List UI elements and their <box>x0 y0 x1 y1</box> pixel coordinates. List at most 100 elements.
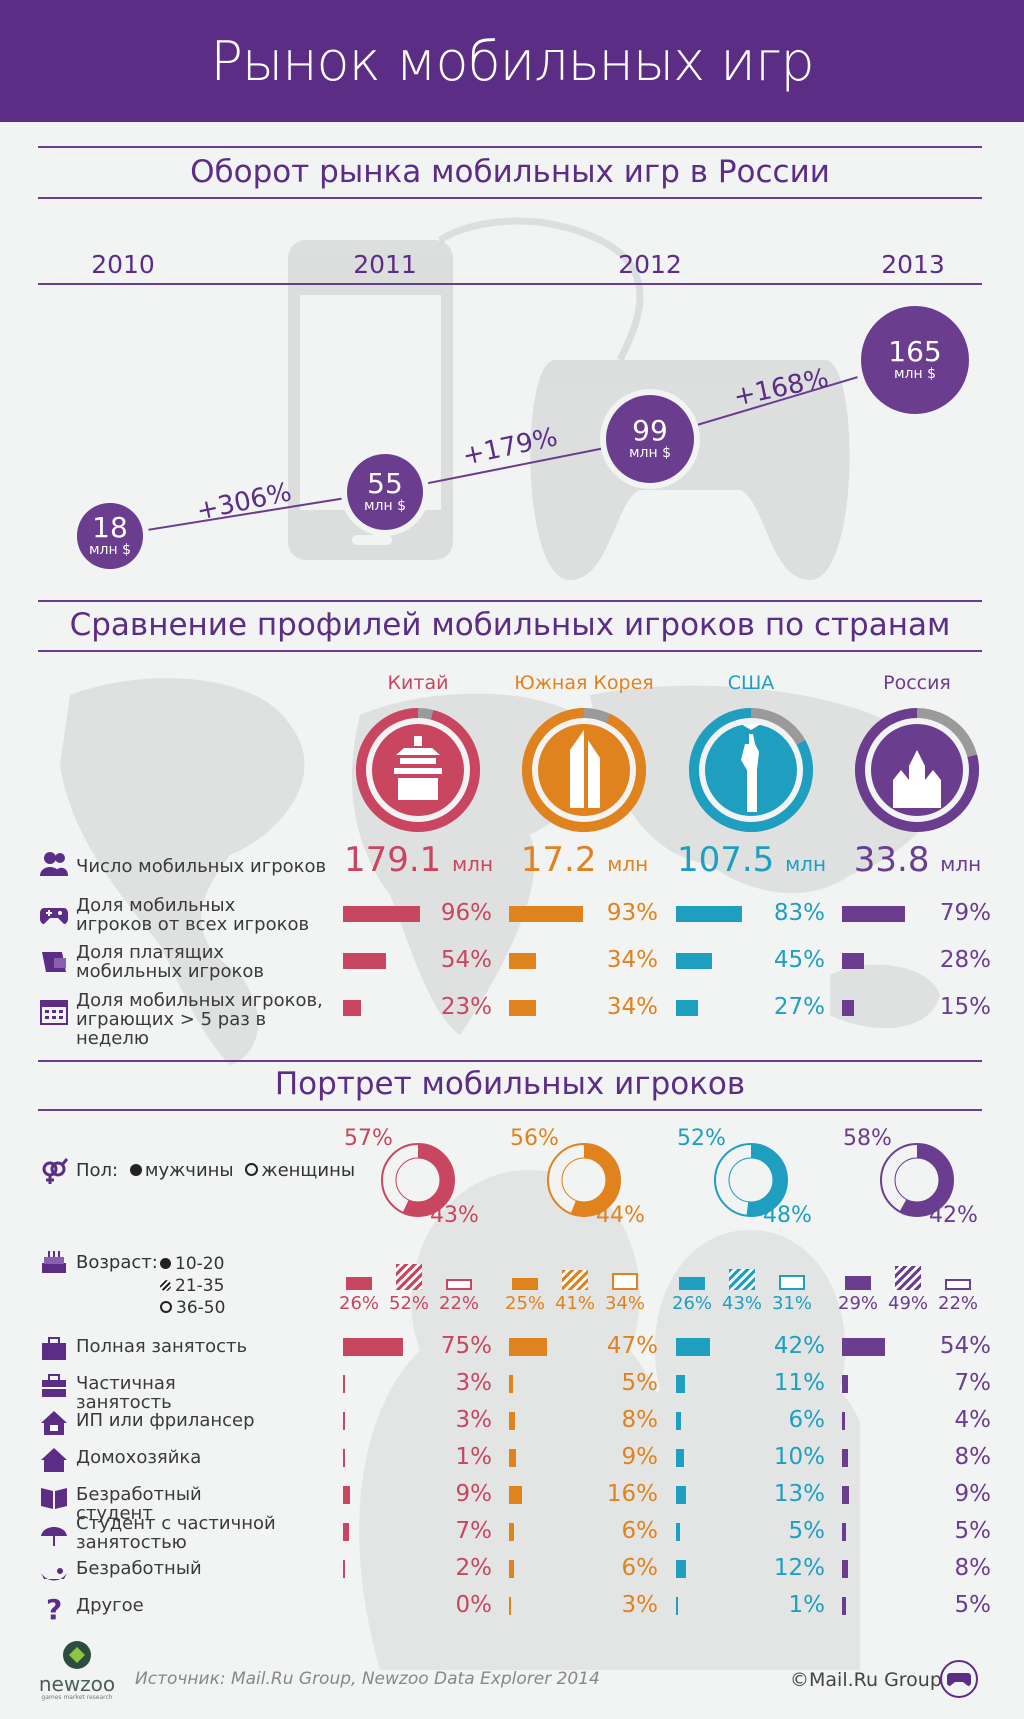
occupation-percent: 4% <box>954 1407 992 1433</box>
occupation-percent: 6% <box>621 1555 659 1581</box>
percent-label: 34% <box>606 994 658 1020</box>
age-percent: 26% <box>339 1293 380 1314</box>
occupation-percent: 5% <box>788 1518 826 1544</box>
occupation-percent: 12% <box>773 1555 825 1581</box>
age-percent: 22% <box>439 1293 480 1314</box>
age-bar-10-20 <box>346 1277 372 1290</box>
occupation-percent: 6% <box>621 1518 659 1544</box>
occupation-bar <box>676 1338 710 1356</box>
occupation-percent: 9% <box>621 1444 659 1470</box>
svg-text:?: ? <box>46 1594 62 1622</box>
gamepad-icon <box>39 900 69 928</box>
page-header: Рынок мобильных игр <box>0 0 1024 122</box>
newzoo-tagline: games market research <box>41 1694 113 1701</box>
occupation-bar <box>842 1597 846 1615</box>
briefcase-icon <box>40 1372 68 1400</box>
male-label: мужчины <box>144 1160 234 1181</box>
age-percent: 43% <box>722 1293 763 1314</box>
year-label: 2010 <box>91 250 155 279</box>
percent-label: 28% <box>939 947 991 973</box>
occupation-percent: 8% <box>621 1407 659 1433</box>
age-bar-36-50 <box>945 1279 971 1290</box>
percent-label: 79% <box>939 900 991 926</box>
gamepad-icon <box>438 217 850 580</box>
occupation-bar <box>676 1597 678 1615</box>
players-count: 107.5 млн <box>669 840 834 880</box>
players-unit: млн <box>785 852 827 876</box>
percent-bar <box>343 906 420 922</box>
copyright: ©Mail.Ru Group <box>790 1669 942 1691</box>
age-legend-item: 36-50 <box>160 1297 225 1319</box>
divider <box>38 600 982 602</box>
occupation-percent: 54% <box>939 1333 991 1359</box>
occupation-percent: 6% <box>788 1407 826 1433</box>
occupation-bar <box>842 1486 850 1504</box>
age-percent: 25% <box>505 1293 546 1314</box>
revenue-unit: млн $ <box>363 497 407 514</box>
percent-bar <box>676 953 712 969</box>
occupation-label: ИП или фрилансер <box>76 1410 255 1431</box>
occupation-label: Безработный <box>76 1558 202 1579</box>
percent-bar <box>509 1000 537 1016</box>
percent-label: 27% <box>773 994 825 1020</box>
occupation-bar <box>676 1560 686 1578</box>
occupation-label: Домохозяйка <box>76 1447 202 1468</box>
occupation-bar <box>676 1523 680 1541</box>
female-percent: 43% <box>430 1203 479 1228</box>
female-percent: 48% <box>763 1203 812 1228</box>
donut-hole <box>395 1157 441 1203</box>
divider <box>38 1060 982 1062</box>
percent-bar <box>343 953 387 969</box>
kremlin-icon-shape <box>893 750 941 808</box>
newzoo-wordmark: newzoo <box>38 1672 116 1696</box>
age-percent: 49% <box>888 1293 929 1314</box>
percent-bar <box>343 1000 362 1016</box>
occupation-percent: 5% <box>621 1370 659 1396</box>
divider <box>38 197 982 199</box>
percent-bar <box>509 953 537 969</box>
occupation-percent: 1% <box>788 1592 826 1618</box>
age-bar-36-50 <box>612 1273 638 1290</box>
donut-hole <box>561 1157 607 1203</box>
age-percent: 41% <box>555 1293 596 1314</box>
percent-label: 96% <box>440 900 492 926</box>
year-label: 2011 <box>353 250 417 279</box>
age-bar-10-20 <box>512 1277 538 1290</box>
occupation-percent: 3% <box>455 1407 493 1433</box>
occupation-percent: 9% <box>954 1481 992 1507</box>
skyscraper-icon-shape <box>570 730 600 808</box>
occupation-percent: 16% <box>606 1481 658 1507</box>
players-count: 33.8 млн <box>835 840 1000 880</box>
age-legend-item: 10-20 <box>160 1253 225 1275</box>
female-label: женщины <box>261 1160 356 1181</box>
occupation-bar <box>509 1486 522 1504</box>
age-percent: 26% <box>672 1293 713 1314</box>
hammock-icon <box>40 1557 68 1585</box>
players-count: 17.2 млн <box>502 840 667 880</box>
occupation-percent: 0% <box>455 1592 493 1618</box>
occupation-percent: 10% <box>773 1444 825 1470</box>
gender-label: Пол: <box>76 1160 119 1181</box>
occupation-label: Студент с частичной занятостью <box>76 1513 276 1553</box>
percent-bar <box>676 906 743 922</box>
revenue-series-line <box>109 359 916 537</box>
occupation-bar <box>676 1375 685 1393</box>
occupation-percent: 7% <box>455 1518 493 1544</box>
revenue-value: 165 <box>888 335 942 368</box>
age-percent: 34% <box>605 1293 646 1314</box>
age-percent: 22% <box>938 1293 979 1314</box>
occupation-bar <box>676 1412 681 1430</box>
occupation-bar <box>343 1338 403 1356</box>
source-note: Источник: Mail.Ru Group, Newzoo Data Exp… <box>135 1669 600 1689</box>
male-percent: 56% <box>510 1126 559 1151</box>
percent-bar <box>842 906 906 922</box>
silhouette-decoration <box>359 1170 860 1670</box>
newzoo-logo: newzoo games market research <box>32 1640 122 1701</box>
calendar-icon <box>40 997 68 1025</box>
age-bar-21-35 <box>729 1268 755 1290</box>
umbrella-icon <box>40 1520 68 1548</box>
percent-bar <box>509 906 584 922</box>
occupation-percent: 2% <box>455 1555 493 1581</box>
percent-label: 23% <box>440 994 492 1020</box>
female-percent: 42% <box>929 1203 978 1228</box>
